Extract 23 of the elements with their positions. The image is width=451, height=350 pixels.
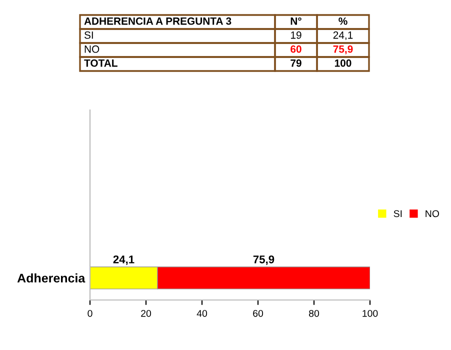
text: %: [338, 17, 348, 25]
x-tick-label: 100: [362, 310, 378, 317]
text: NO: [84, 45, 100, 53]
text: SI: [84, 31, 93, 39]
x-tick-label: 40: [196, 310, 208, 317]
x-tick-label: 0: [88, 310, 92, 317]
y-tick-label: Adherencia: [17, 273, 86, 283]
x-tick-label: 60: [253, 310, 264, 317]
text: 24,1: [333, 31, 353, 40]
legend-label: SI: [394, 210, 402, 218]
data-label: 24,1: [113, 255, 134, 265]
legend-label: NO: [426, 210, 439, 218]
text: 75,9: [333, 45, 353, 54]
x-tick-label: 20: [141, 310, 152, 317]
text: N°: [290, 17, 302, 25]
x-tick-label: 80: [309, 310, 320, 317]
text: 19: [291, 31, 302, 39]
text: 60: [290, 45, 302, 53]
text: TOTAL: [84, 59, 118, 67]
text: 79: [290, 59, 302, 67]
text: 100: [334, 59, 352, 67]
data-label: 75,9: [253, 255, 274, 265]
text: ADHERENCIA A PREGUNTA 3: [84, 17, 232, 25]
